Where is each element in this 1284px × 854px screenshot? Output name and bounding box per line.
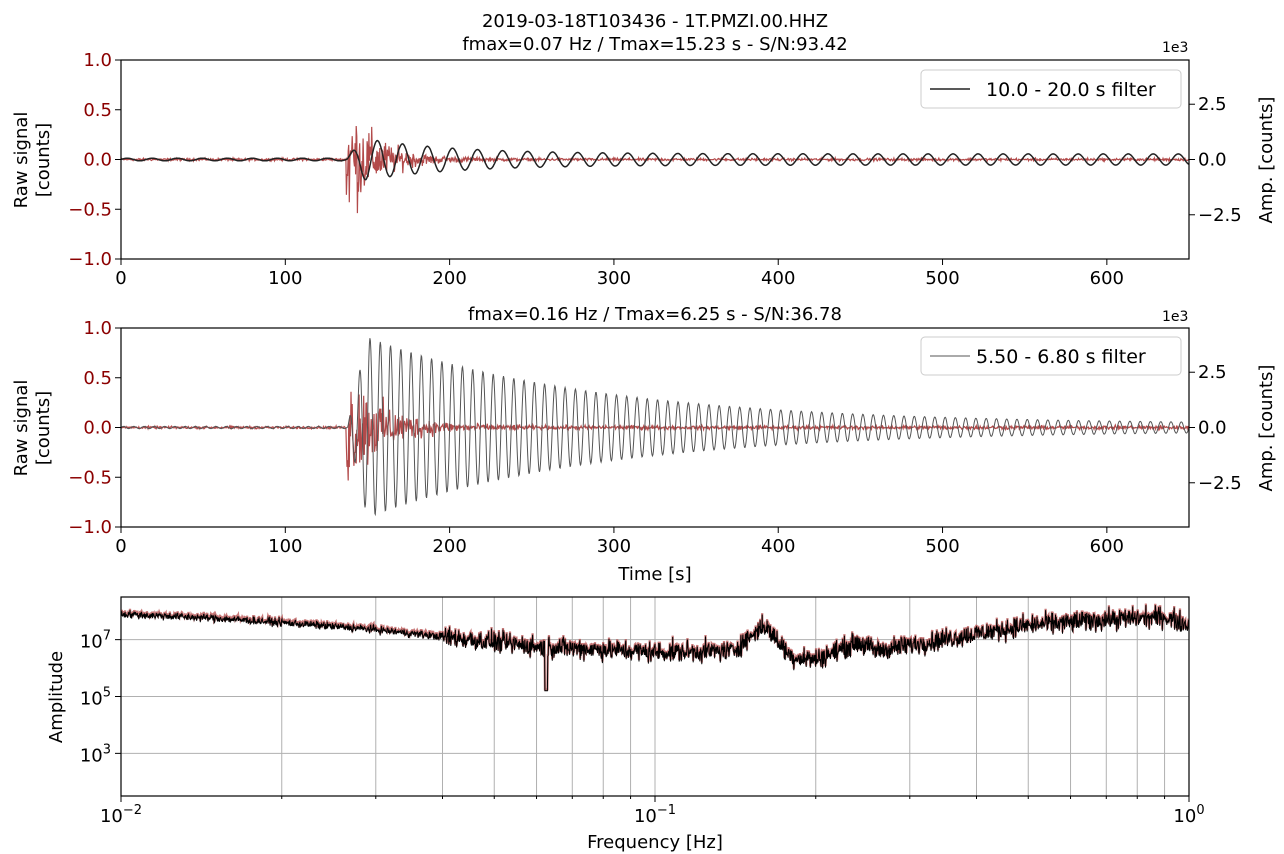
x-tick-label: 0 xyxy=(115,268,126,289)
x-tick-label: 100 xyxy=(268,536,302,557)
y-tick-label-left: 1.0 xyxy=(83,318,112,339)
y-tick-label-left: −1.0 xyxy=(68,517,112,538)
x-tick-label: 10−1 xyxy=(634,803,676,827)
x-tick-label: 200 xyxy=(432,268,466,289)
x-tick-label: 100 xyxy=(268,268,302,289)
y-tick-label-left: −0.5 xyxy=(68,467,112,488)
x-tick-label: 300 xyxy=(597,536,631,557)
y-tick-label: 103 xyxy=(80,742,111,766)
x-tick-label: 100 xyxy=(1173,803,1204,827)
x-tick-label: 500 xyxy=(925,268,959,289)
spectrum-line xyxy=(121,605,1189,692)
chart1-title-line2: fmax=0.07 Hz / Tmax=15.23 s - S/N:93.42 xyxy=(462,34,847,55)
x-tick-label: 300 xyxy=(597,268,631,289)
y-tick-label: 107 xyxy=(80,629,111,653)
chart2-title: fmax=0.16 Hz / Tmax=6.25 s - S/N:36.78 xyxy=(468,304,842,325)
chart1-title-line1: 2019-03-18T103436 - 1T.PMZI.00.HHZ xyxy=(482,11,828,32)
chart2-ylabel-left-line1: Raw signal xyxy=(11,380,32,477)
chart2-ylabel-right: Amp. [counts] xyxy=(1256,365,1277,492)
chart2-legend-label: 5.50 - 6.80 s filter xyxy=(976,346,1146,368)
y-tick-label-right: 2.5 xyxy=(1198,362,1227,383)
y-tick-label-left: 0.0 xyxy=(83,418,112,439)
filtered-signal-line xyxy=(121,139,1189,181)
x-tick-label: 600 xyxy=(1090,268,1124,289)
x-tick-label: 10−2 xyxy=(100,803,142,827)
y-tick-label-left: −0.5 xyxy=(68,199,112,220)
x-tick-label: 600 xyxy=(1090,536,1124,557)
y-tick-label-left: 0.0 xyxy=(83,150,112,171)
chart2-right-offset: 1e3 xyxy=(1162,309,1188,325)
panel-raw-signal-1: 0 100 200 300 400 500 600 1.0 0.5 0.0 −0.5 −1.0 2.5 0… xyxy=(68,50,1241,289)
raw-signal-line xyxy=(121,125,1189,214)
y-tick-label-right: 0.0 xyxy=(1198,150,1227,171)
chart1-ylabel-left-line2: [counts] xyxy=(33,123,54,197)
filtered-signal-line xyxy=(121,338,1189,517)
y-tick-label-right: −2.5 xyxy=(1198,473,1242,494)
chart3-ylabel: Amplitude xyxy=(46,651,67,743)
x-tick-label: 400 xyxy=(761,268,795,289)
chart1-legend: 10.0 - 20.0 s filter xyxy=(920,69,1182,109)
raw-signal-line xyxy=(121,391,1189,481)
y-tick-label-left: 0.5 xyxy=(83,368,112,389)
y-tick-label-right: 0.0 xyxy=(1198,418,1227,439)
chart1-ylabel-right: Amp. [counts] xyxy=(1256,97,1277,224)
chart3-xlabel: Frequency [Hz] xyxy=(587,832,723,853)
x-tick-label: 500 xyxy=(925,536,959,557)
panel-raw-signal-2: 0 100 200 300 400 500 600 1.0 0.5 0.0 −0.5 −1.0 2.5 0… xyxy=(68,318,1241,557)
x-tick-label: 400 xyxy=(761,536,795,557)
y-tick-label-left: 1.0 xyxy=(83,50,112,71)
chart1-legend-box xyxy=(920,69,1182,109)
y-tick-label-right: −2.5 xyxy=(1198,205,1242,226)
x-tick-label: 200 xyxy=(432,536,466,557)
chart1-legend-label: 10.0 - 20.0 s filter xyxy=(986,79,1156,101)
y-tick-label: 105 xyxy=(80,686,111,710)
panel-spectrum: 10−2 10−1 100 107 105 103 xyxy=(80,596,1205,827)
x-tick-label: 0 xyxy=(115,536,126,557)
chart1-right-offset: 1e3 xyxy=(1162,40,1188,56)
chart2-legend: 5.50 - 6.80 s filter xyxy=(920,336,1182,376)
y-tick-label-left: −1.0 xyxy=(68,249,112,270)
chart1-ylabel-left-line1: Raw signal xyxy=(11,112,32,209)
y-tick-label-left: 0.5 xyxy=(83,100,112,121)
y-tick-label-right: 2.5 xyxy=(1198,94,1227,115)
chart2-xlabel: Time [s] xyxy=(617,564,691,585)
chart2-legend-box xyxy=(920,336,1182,376)
chart2-ylabel-left-line2: [counts] xyxy=(33,391,54,465)
